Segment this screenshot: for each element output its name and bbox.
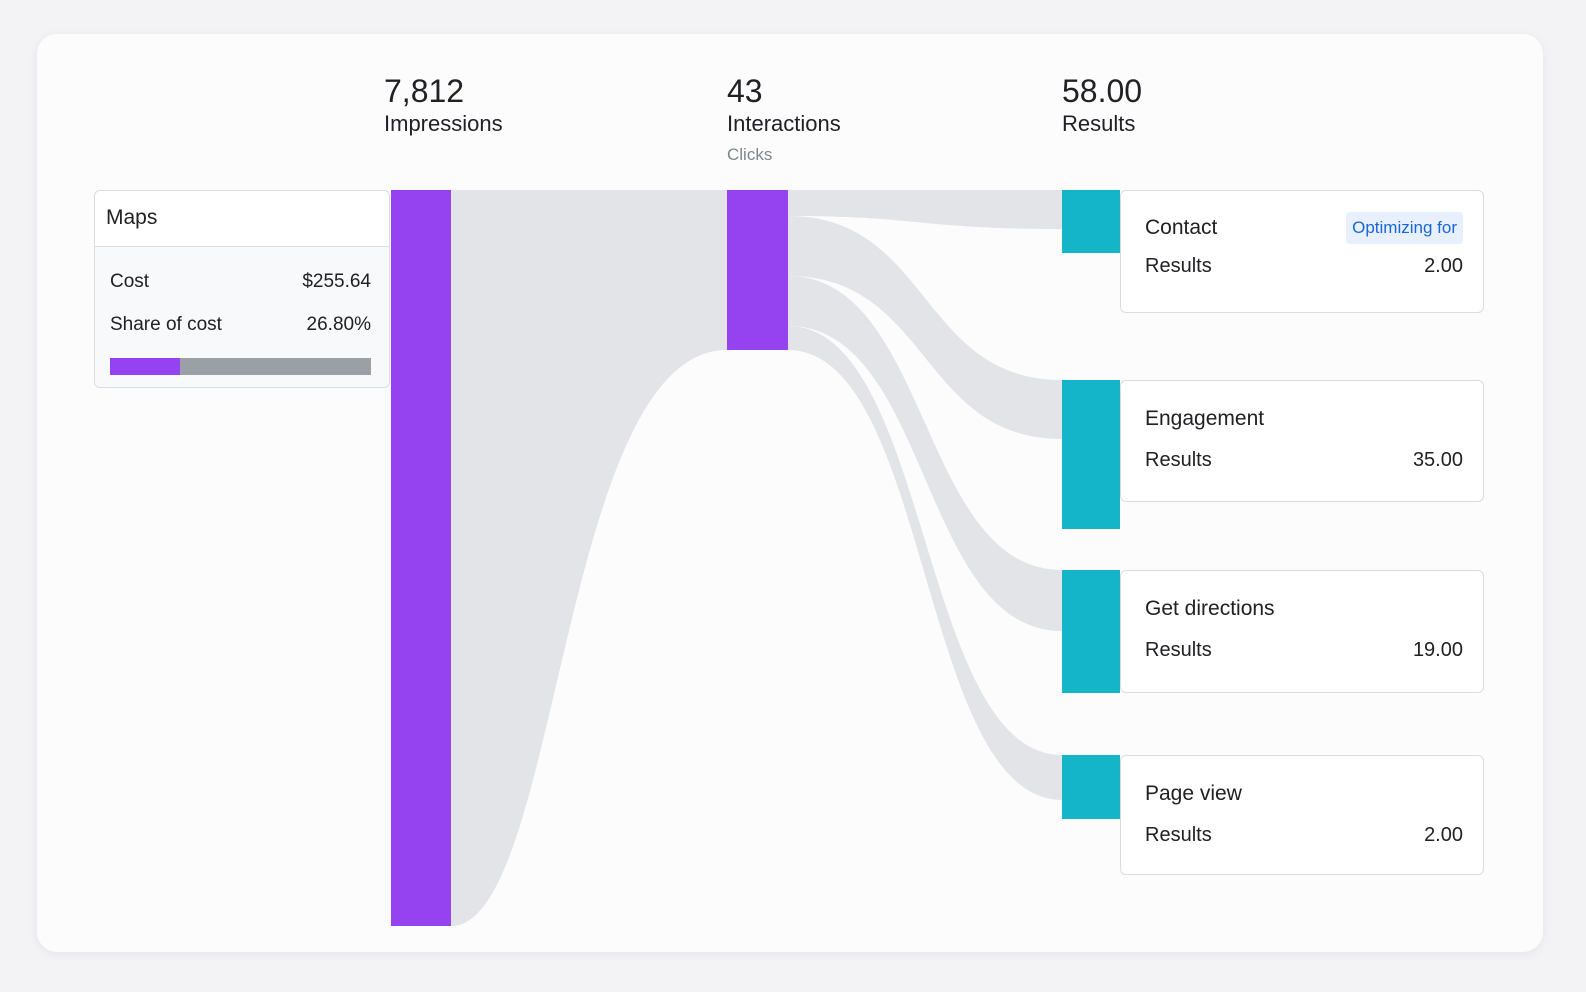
result-title-row: Page view	[1145, 782, 1463, 806]
impressions-metric: 7,812 Impressions	[384, 72, 503, 138]
result-card-engagement[interactable]: Engagement Results 35.00	[1120, 380, 1484, 502]
result-title-row: Contact Optimizing for	[1145, 211, 1463, 245]
flow-to-engagement	[788, 216, 1062, 439]
result-row: Results 2.00	[1145, 255, 1463, 278]
results-label: Results	[1062, 111, 1136, 136]
flow-impressions-to-interactions	[451, 190, 727, 926]
result-name: Engagement	[1145, 407, 1265, 430]
flow-to-get-directions	[788, 276, 1062, 631]
page-view-result-bar	[1062, 755, 1120, 819]
contact-result-bar	[1062, 190, 1120, 253]
optimizing-for-badge: Optimizing for	[1346, 212, 1463, 244]
get-directions-result-bar	[1062, 570, 1120, 693]
result-title-row: Engagement	[1145, 407, 1463, 431]
interactions-value: 43	[727, 73, 763, 109]
results-value: 58.00	[1062, 73, 1143, 109]
interactions-sublabel: Clicks	[727, 145, 773, 164]
share-of-cost-row: Share of cost 26.80%	[110, 303, 371, 346]
result-row: Results 19.00	[1145, 639, 1463, 662]
share-of-cost-value: 26.80%	[306, 313, 371, 335]
impressions-value: 7,812	[384, 73, 465, 109]
result-row: Results 2.00	[1145, 824, 1463, 847]
flow-to-contact	[788, 190, 1062, 229]
result-card-get-directions[interactable]: Get directions Results 19.00	[1120, 570, 1484, 693]
interactions-label: Interactions	[727, 111, 841, 136]
cost-row: Cost $255.64	[110, 247, 371, 303]
result-value: 35.00	[1412, 449, 1463, 471]
result-value: 2.00	[1424, 255, 1463, 277]
source-title: Maps	[95, 191, 389, 247]
engagement-result-bar	[1062, 380, 1120, 529]
share-of-cost-bar	[110, 358, 371, 375]
flow-to-page-view	[788, 326, 1062, 800]
impressions-bar	[391, 190, 451, 926]
source-card-maps[interactable]: Maps Cost $255.64 Share of cost 26.80%	[94, 190, 390, 388]
result-title-row: Get directions	[1145, 597, 1463, 621]
result-label: Results	[1145, 824, 1212, 846]
result-row: Results 35.00	[1145, 449, 1463, 472]
results-metric: 58.00 Results	[1062, 72, 1142, 138]
result-card-contact[interactable]: Contact Optimizing for Results 2.00	[1120, 190, 1484, 313]
result-value: 19.00	[1412, 639, 1463, 661]
impressions-label: Impressions	[384, 111, 503, 136]
interactions-bar	[727, 190, 788, 350]
cost-label: Cost	[110, 270, 150, 292]
source-details: Cost $255.64 Share of cost 26.80%	[95, 247, 389, 387]
result-label: Results	[1145, 449, 1212, 471]
result-name: Page view	[1145, 782, 1242, 805]
result-card-page-view[interactable]: Page view Results 2.00	[1120, 755, 1484, 875]
result-name: Get directions	[1145, 597, 1275, 620]
result-name: Contact	[1145, 216, 1218, 239]
interactions-metric: 43 Interactions Clicks	[727, 72, 841, 166]
share-of-cost-bar-fill	[110, 358, 180, 375]
result-label: Results	[1145, 639, 1212, 661]
result-value: 2.00	[1424, 824, 1463, 846]
cost-value: $255.64	[302, 270, 371, 292]
share-of-cost-label: Share of cost	[110, 313, 222, 335]
result-label: Results	[1145, 255, 1212, 277]
